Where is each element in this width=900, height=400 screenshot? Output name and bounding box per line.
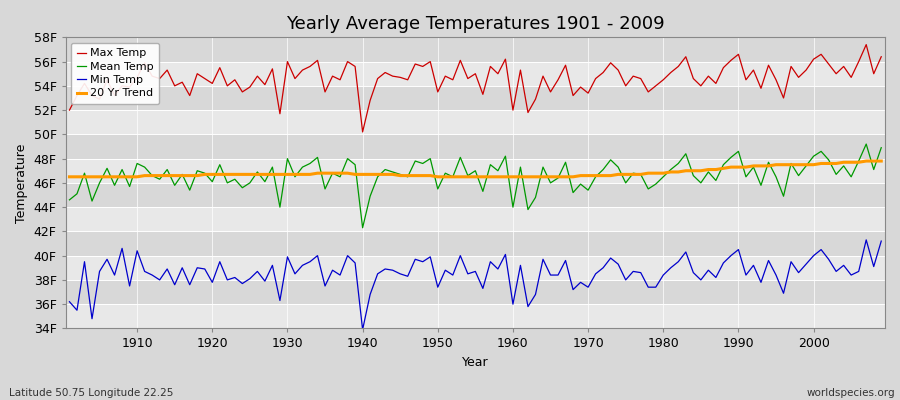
Min Temp	[64, 299, 75, 304]
Bar	[66, 256, 885, 280]
Text: Latitude 50.75 Longitude 22.25: Latitude 50.75 Longitude 22.25	[9, 388, 174, 398]
Bar	[66, 304, 885, 328]
Line: 20 Yr Trend: 20 Yr Trend	[69, 161, 881, 177]
Min Temp	[876, 239, 886, 244]
20 Yr Trend	[598, 173, 608, 178]
Mean Temp	[124, 184, 135, 189]
Mean Temp	[335, 174, 346, 179]
Mean Temp	[515, 165, 526, 170]
Bar	[66, 86, 885, 110]
Bar	[66, 37, 885, 62]
Bar	[66, 159, 885, 183]
Min Temp	[508, 302, 518, 306]
Max Temp	[876, 54, 886, 59]
Mean Temp	[508, 205, 518, 210]
Max Temp	[64, 108, 75, 112]
Mean Temp	[64, 198, 75, 202]
Max Temp	[606, 60, 616, 65]
Legend: Max Temp, Mean Temp, Min Temp, 20 Yr Trend: Max Temp, Mean Temp, Min Temp, 20 Yr Tre…	[71, 43, 159, 104]
20 Yr Trend	[876, 159, 886, 164]
Bar	[66, 134, 885, 159]
Min Temp	[335, 273, 346, 278]
20 Yr Trend	[500, 174, 511, 179]
Max Temp	[860, 42, 871, 47]
Bar	[66, 110, 885, 134]
Min Temp	[124, 284, 135, 288]
Bar	[66, 183, 885, 207]
Line: Max Temp: Max Temp	[69, 45, 881, 132]
Max Temp	[357, 130, 368, 134]
Max Temp	[124, 85, 135, 90]
Bar	[66, 62, 885, 86]
Text: worldspecies.org: worldspecies.org	[807, 388, 896, 398]
Max Temp	[508, 108, 518, 112]
Min Temp	[290, 272, 301, 276]
Bar	[66, 207, 885, 231]
Min Temp	[606, 256, 616, 260]
Y-axis label: Temperature: Temperature	[15, 143, 28, 222]
Min Temp	[860, 238, 871, 242]
20 Yr Trend	[508, 174, 518, 179]
20 Yr Trend	[124, 174, 135, 179]
Min Temp	[357, 327, 368, 332]
Mean Temp	[860, 142, 871, 146]
20 Yr Trend	[64, 174, 75, 179]
Max Temp	[290, 76, 301, 81]
Bar	[66, 280, 885, 304]
X-axis label: Year: Year	[462, 356, 489, 369]
20 Yr Trend	[860, 159, 871, 164]
Min Temp	[515, 263, 526, 268]
Max Temp	[515, 68, 526, 72]
Line: Mean Temp: Mean Temp	[69, 144, 881, 228]
Mean Temp	[290, 174, 301, 179]
Bar	[66, 231, 885, 256]
Mean Temp	[876, 145, 886, 150]
Mean Temp	[357, 225, 368, 230]
20 Yr Trend	[290, 172, 301, 177]
Max Temp	[335, 77, 346, 82]
Title: Yearly Average Temperatures 1901 - 2009: Yearly Average Temperatures 1901 - 2009	[286, 15, 665, 33]
20 Yr Trend	[335, 171, 346, 176]
Mean Temp	[606, 158, 616, 162]
Line: Min Temp: Min Temp	[69, 240, 881, 330]
